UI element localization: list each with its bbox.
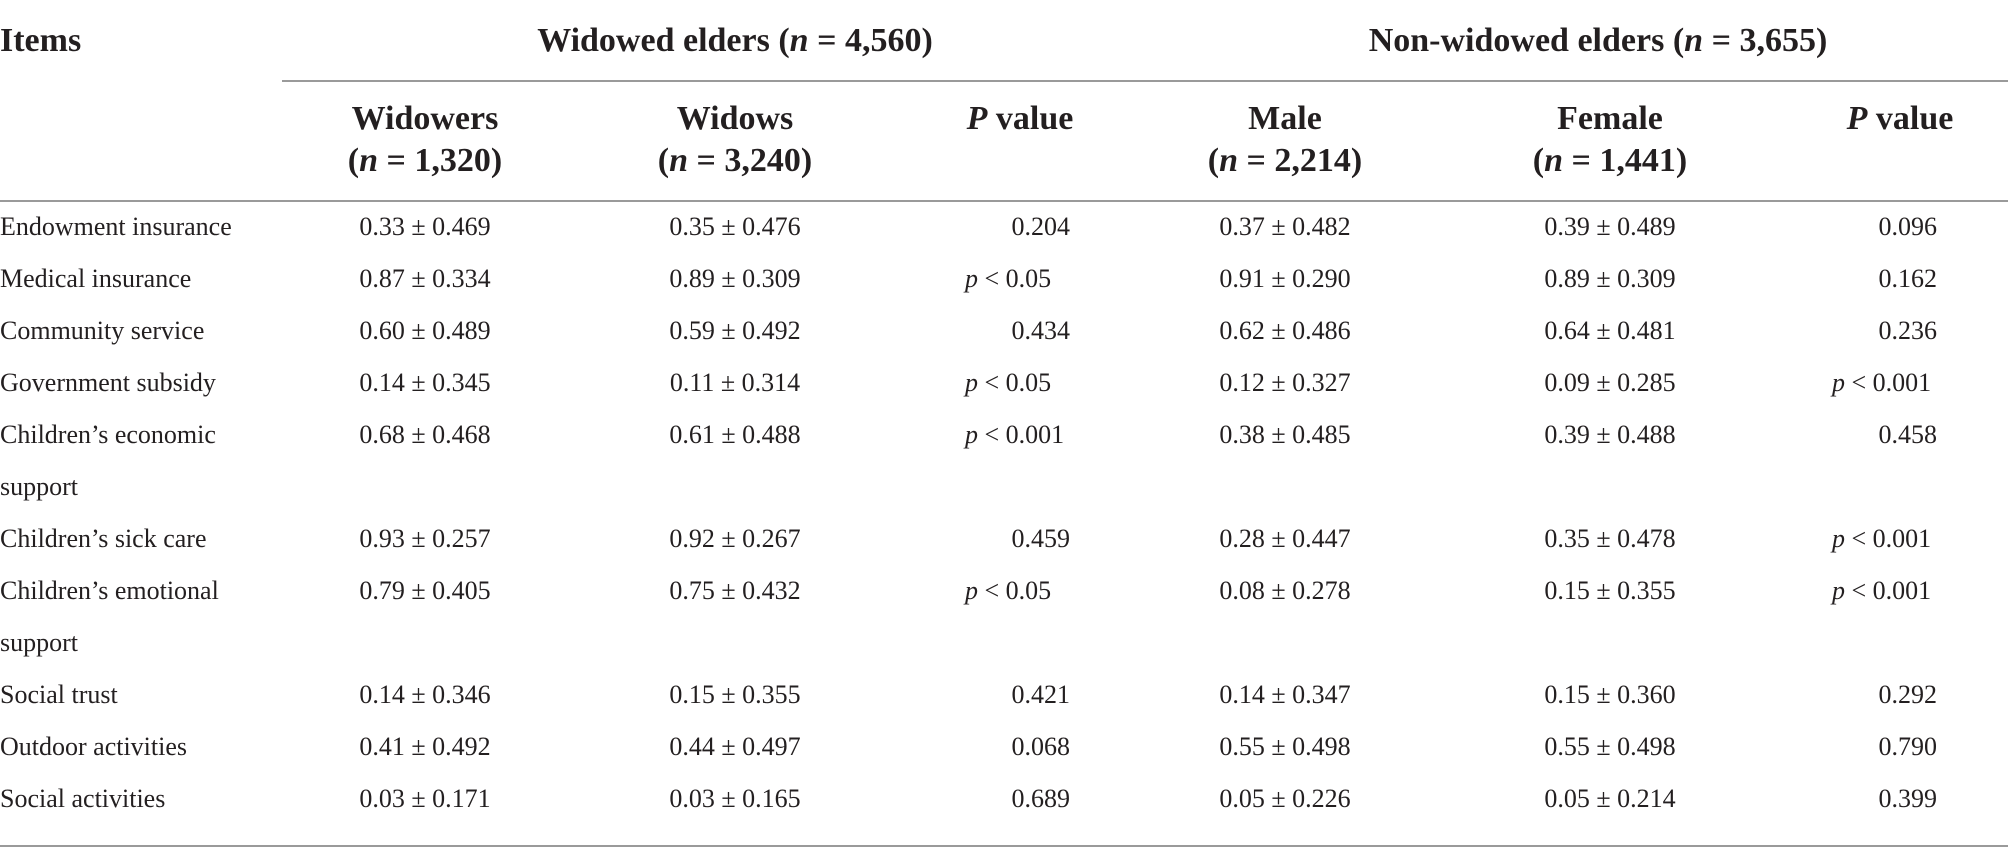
cell-female: 0.15 ± 0.360 [1544, 680, 1676, 709]
cell-widowers: 0.33 ± 0.469 [359, 212, 491, 241]
header-widows: Widows (n = 3,240) [657, 100, 813, 179]
row-item-label: support [0, 472, 78, 501]
row-item-label: Children’s sick care [0, 524, 207, 553]
header-widowers: Widowers (n = 1,320) [347, 100, 503, 179]
cell-p-value-nonwidowed: 0.292 [1878, 680, 1938, 709]
cell-male: 0.38 ± 0.485 [1219, 420, 1351, 449]
cell-p-value-nonwidowed: p < 0.001 [1832, 524, 1932, 553]
header-p-value-widowed: P value [966, 100, 1074, 137]
row-item-label: Community service [0, 316, 205, 345]
cell-widows: 0.15 ± 0.355 [669, 680, 801, 709]
cell-widowers: 0.68 ± 0.468 [359, 420, 491, 449]
cell-widowers: 0.87 ± 0.334 [359, 264, 491, 293]
row-item-label: Children’s economic [0, 420, 216, 449]
cell-widowers: 0.79 ± 0.405 [359, 576, 491, 605]
cell-male: 0.37 ± 0.482 [1219, 212, 1351, 241]
row-item-label: Endowment insurance [0, 212, 232, 241]
cell-p-value-widowed: 0.434 [1011, 316, 1071, 345]
cell-widowers: 0.14 ± 0.346 [359, 680, 491, 709]
cell-widows: 0.75 ± 0.432 [669, 576, 801, 605]
cell-p-value-widowed: p < 0.05 [965, 576, 1052, 605]
cell-p-value-widowed: p < 0.001 [965, 420, 1065, 449]
cell-p-value-nonwidowed: 0.236 [1878, 316, 1938, 345]
header-widowed-elders: Widowed elders (n = 4,560) [537, 22, 933, 59]
cell-female: 0.09 ± 0.285 [1544, 368, 1676, 397]
row-item-label: Government subsidy [0, 368, 216, 397]
cell-female: 0.39 ± 0.488 [1544, 420, 1676, 449]
cell-widows: 0.92 ± 0.267 [669, 524, 801, 553]
cell-widowers: 0.93 ± 0.257 [359, 524, 491, 553]
header-items: Items [0, 22, 82, 59]
cell-p-value-nonwidowed: 0.162 [1878, 264, 1938, 293]
cell-widows: 0.03 ± 0.165 [669, 784, 801, 813]
cell-p-value-widowed: 0.068 [1011, 732, 1071, 761]
cell-female: 0.15 ± 0.355 [1544, 576, 1676, 605]
cell-female: 0.05 ± 0.214 [1544, 784, 1676, 813]
cell-male: 0.12 ± 0.327 [1219, 368, 1351, 397]
cell-widowers: 0.60 ± 0.489 [359, 316, 491, 345]
cell-male: 0.08 ± 0.278 [1219, 576, 1351, 605]
cell-widowers: 0.03 ± 0.171 [359, 784, 491, 813]
header-p-value-nonwidowed: P value [1846, 100, 1954, 137]
row-item-label: Outdoor activities [0, 732, 188, 761]
table-bottom-rule [0, 845, 2008, 847]
header-female: Female (n = 1,441) [1532, 100, 1688, 179]
cell-p-value-nonwidowed: 0.458 [1878, 420, 1938, 449]
cell-p-value-widowed: 0.459 [1011, 524, 1071, 553]
row-item-label: Social trust [0, 680, 118, 709]
cell-male: 0.14 ± 0.347 [1219, 680, 1351, 709]
cell-female: 0.39 ± 0.489 [1544, 212, 1676, 241]
cell-p-value-nonwidowed: p < 0.001 [1832, 576, 1932, 605]
cell-widows: 0.44 ± 0.497 [669, 732, 801, 761]
cell-p-value-nonwidowed: 0.790 [1878, 732, 1938, 761]
cell-male: 0.62 ± 0.486 [1219, 316, 1351, 345]
cell-widows: 0.35 ± 0.476 [669, 212, 801, 241]
group-header-rule [282, 80, 2008, 82]
cell-p-value-widowed: p < 0.05 [965, 264, 1052, 293]
cell-male: 0.55 ± 0.498 [1219, 732, 1351, 761]
cell-female: 0.35 ± 0.478 [1544, 524, 1676, 553]
cell-p-value-nonwidowed: p < 0.001 [1832, 368, 1932, 397]
cell-male: 0.05 ± 0.226 [1219, 784, 1351, 813]
cell-p-value-widowed: p < 0.05 [965, 368, 1052, 397]
cell-widows: 0.61 ± 0.488 [669, 420, 801, 449]
cell-p-value-widowed: 0.421 [1011, 680, 1071, 709]
cell-male: 0.91 ± 0.290 [1219, 264, 1351, 293]
cell-male: 0.28 ± 0.447 [1219, 524, 1351, 553]
cell-widowers: 0.14 ± 0.345 [359, 368, 491, 397]
row-item-label: Social activities [0, 784, 166, 813]
cell-widows: 0.89 ± 0.309 [669, 264, 801, 293]
cell-p-value-nonwidowed: 0.096 [1878, 212, 1938, 241]
row-item-label: Medical insurance [0, 264, 192, 293]
cell-widows: 0.59 ± 0.492 [669, 316, 801, 345]
header-bottom-rule [0, 200, 2008, 202]
cell-widows: 0.11 ± 0.314 [669, 368, 801, 397]
cell-p-value-widowed: 0.204 [1011, 212, 1071, 241]
cell-female: 0.64 ± 0.481 [1544, 316, 1676, 345]
cell-widowers: 0.41 ± 0.492 [359, 732, 491, 761]
cell-p-value-widowed: 0.689 [1011, 784, 1071, 813]
cell-female: 0.89 ± 0.309 [1544, 264, 1676, 293]
header-non-widowed-elders: Non-widowed elders (n = 3,655) [1368, 22, 1828, 59]
header-male: Male (n = 2,214) [1207, 100, 1363, 179]
cell-p-value-nonwidowed: 0.399 [1878, 784, 1938, 813]
row-item-label: Children’s emotional [0, 576, 219, 605]
row-item-label: support [0, 628, 78, 657]
cell-female: 0.55 ± 0.498 [1544, 732, 1676, 761]
